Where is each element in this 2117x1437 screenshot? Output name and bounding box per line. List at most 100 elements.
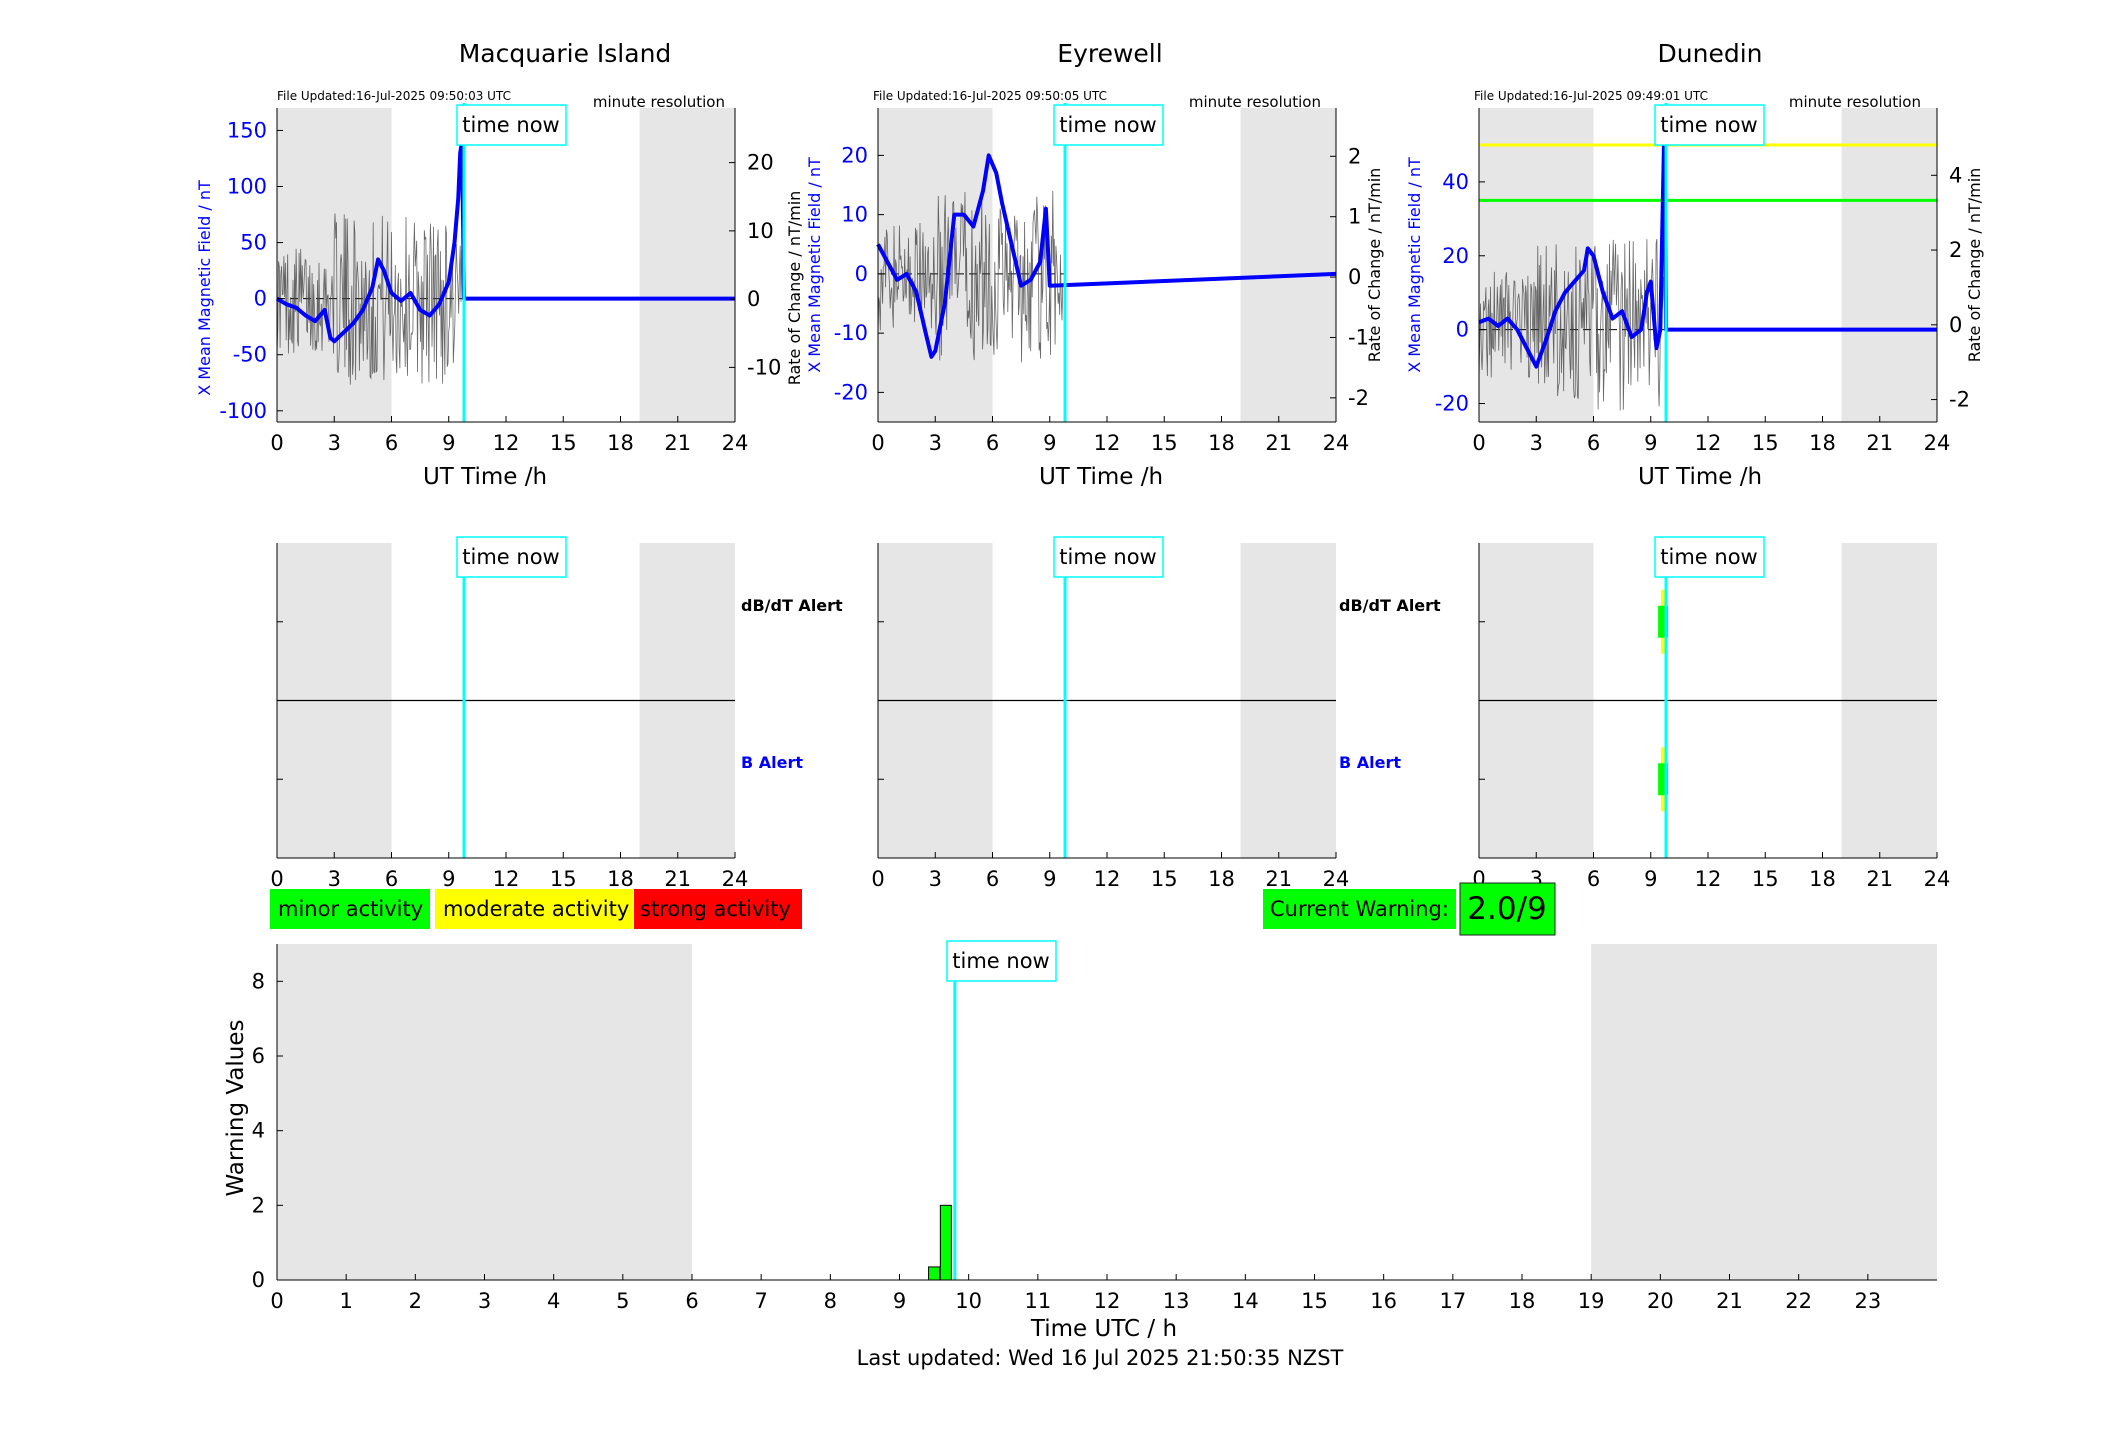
file-updated-label: File Updated:16-Jul-2025 09:50:05 UTC — [873, 89, 1107, 103]
y-axis-label-right: Rate of Change / nT/min — [1965, 168, 1984, 363]
x-tick-label: 10 — [955, 1289, 982, 1313]
time-now-label: time now — [1059, 545, 1156, 569]
current-warning-label-box — [1263, 889, 1456, 929]
x-tick-label: 12 — [1094, 431, 1121, 455]
y-right-tick-label: -1 — [1348, 325, 1369, 349]
night-shading — [1479, 108, 1594, 422]
x-tick-label: 9 — [893, 1289, 906, 1313]
y-right-tick-label: -10 — [747, 355, 781, 379]
x-tick-label: 9 — [1644, 431, 1657, 455]
time-now-callout — [946, 940, 1057, 982]
y-axis-label-left: X Mean Magnetic Field / nT — [195, 180, 214, 396]
x-tick-label: 24 — [1323, 431, 1350, 455]
x-tick-label: 3 — [478, 1289, 491, 1313]
x-tick-label: 15 — [1151, 867, 1178, 891]
time-now-label: time now — [1660, 545, 1757, 569]
y-axis-label-right: Rate of Change / nT/min — [785, 191, 804, 386]
activity-legend: minor activity moderate activity strong … — [270, 889, 802, 929]
y-right-tick-label: 0 — [1348, 265, 1361, 289]
x-tick-label: 24 — [1924, 431, 1951, 455]
x-tick-label: 22 — [1785, 1289, 1812, 1313]
y-right-tick-label: 2 — [1949, 238, 1962, 262]
x-tick-label: 4 — [547, 1289, 560, 1313]
x-tick-label: 24 — [1323, 867, 1350, 891]
y-right-tick-label: 4 — [1949, 163, 1962, 187]
x-tick-label: 24 — [722, 431, 749, 455]
b-alert-label: B Alert — [1339, 753, 1401, 772]
y-left-tick-label: 40 — [1442, 170, 1469, 194]
time-now-label: time now — [1660, 113, 1757, 137]
x-tick-label: 21 — [1716, 1289, 1743, 1313]
x-tick-label: 21 — [1265, 431, 1292, 455]
current-warning-value: 2.0/9 — [1467, 891, 1546, 927]
x-tick-label: 9 — [1043, 431, 1056, 455]
current-warning-label: Current Warning: — [1270, 897, 1449, 921]
y-right-tick-label: 1 — [1348, 205, 1361, 229]
x-tick-label: 15 — [1752, 867, 1779, 891]
x-tick-label: 12 — [1695, 867, 1722, 891]
x-tick-label: 6 — [385, 431, 398, 455]
x-tick-label: 7 — [754, 1289, 767, 1313]
time-now-callout — [456, 104, 567, 146]
y-axis-label-right: Rate of Change / nT/min — [1365, 168, 1384, 363]
y-tick-label: 6 — [252, 1044, 265, 1068]
x-axis-label: UT Time /h — [423, 464, 547, 490]
night-shading — [639, 108, 735, 422]
x-tick-label: 18 — [1208, 431, 1235, 455]
x-tick-label: 6 — [986, 431, 999, 455]
x-tick-label: 18 — [1809, 867, 1836, 891]
x-tick-label: 2 — [409, 1289, 422, 1313]
b-alert-label: B Alert — [741, 753, 803, 772]
x-tick-label: 23 — [1854, 1289, 1881, 1313]
x-tick-label: 18 — [607, 867, 634, 891]
x-tick-label: 15 — [1752, 431, 1779, 455]
file-updated-label: File Updated:16-Jul-2025 09:49:01 UTC — [1474, 89, 1708, 103]
x-tick-label: 21 — [1866, 867, 1893, 891]
x-tick-label: 21 — [664, 431, 691, 455]
x-tick-label: 3 — [929, 867, 942, 891]
x-tick-label: 6 — [685, 1289, 698, 1313]
x-tick-label: 5 — [616, 1289, 629, 1313]
macquarie-panel: Macquarie Island File Updated:16-Jul-202… — [195, 39, 804, 490]
time-now-label: time now — [462, 545, 559, 569]
x-tick-label: 12 — [493, 867, 520, 891]
y-left-tick-label: -20 — [1435, 392, 1469, 416]
x-tick-label: 20 — [1647, 1289, 1674, 1313]
dbdt-alert-label: dB/dT Alert — [741, 596, 843, 615]
x-tick-label: 24 — [722, 867, 749, 891]
x-tick-label: 13 — [1163, 1289, 1190, 1313]
y-right-tick-label: 0 — [1949, 313, 1962, 337]
y-right-tick-label: 2 — [1348, 144, 1361, 168]
x-tick-label: 3 — [929, 431, 942, 455]
y-right-tick-label: 10 — [747, 219, 774, 243]
y-tick-label: 8 — [252, 969, 265, 993]
y-axis-label: Warning Values — [223, 1019, 249, 1196]
resolution-label: minute resolution — [1789, 93, 1921, 111]
x-tick-label: 21 — [1265, 867, 1292, 891]
y-left-tick-label: 50 — [240, 231, 267, 255]
x-tick-label: 0 — [871, 431, 884, 455]
x-tick-label: 9 — [1644, 867, 1657, 891]
rate-of-change-trace — [276, 213, 463, 385]
last-updated-footer: Last updated: Wed 16 Jul 2025 21:50:35 N… — [857, 1346, 1344, 1370]
y-right-tick-label: -2 — [1348, 386, 1369, 410]
x-tick-label: 9 — [1043, 867, 1056, 891]
alert-mark — [1658, 763, 1669, 796]
night-shading — [1591, 944, 1937, 1280]
time-now-label: time now — [1059, 113, 1156, 137]
y-axis-label-left: X Mean Magnetic Field / nT — [805, 157, 824, 373]
resolution-label: minute resolution — [593, 93, 725, 111]
y-axis-label-left: X Mean Magnetic Field / nT — [1405, 157, 1424, 373]
y-right-tick-label: 0 — [747, 287, 760, 311]
eyrewell-alert-panel: 0 3 6 9 12 15 18 21 24 dB/dT Alert B Alert time … — [871, 536, 1441, 891]
y-left-tick-label: 100 — [227, 175, 267, 199]
x-tick-label: 11 — [1024, 1289, 1051, 1313]
x-tick-label: 1 — [339, 1289, 352, 1313]
x-tick-label: 18 — [1509, 1289, 1536, 1313]
x-tick-label: 8 — [824, 1289, 837, 1313]
mean-field-line — [275, 139, 735, 344]
x-tick-label: 6 — [1587, 431, 1600, 455]
y-left-tick-label: -100 — [219, 399, 267, 423]
current-warning: Current Warning: 2.0/9 — [1263, 882, 1556, 936]
